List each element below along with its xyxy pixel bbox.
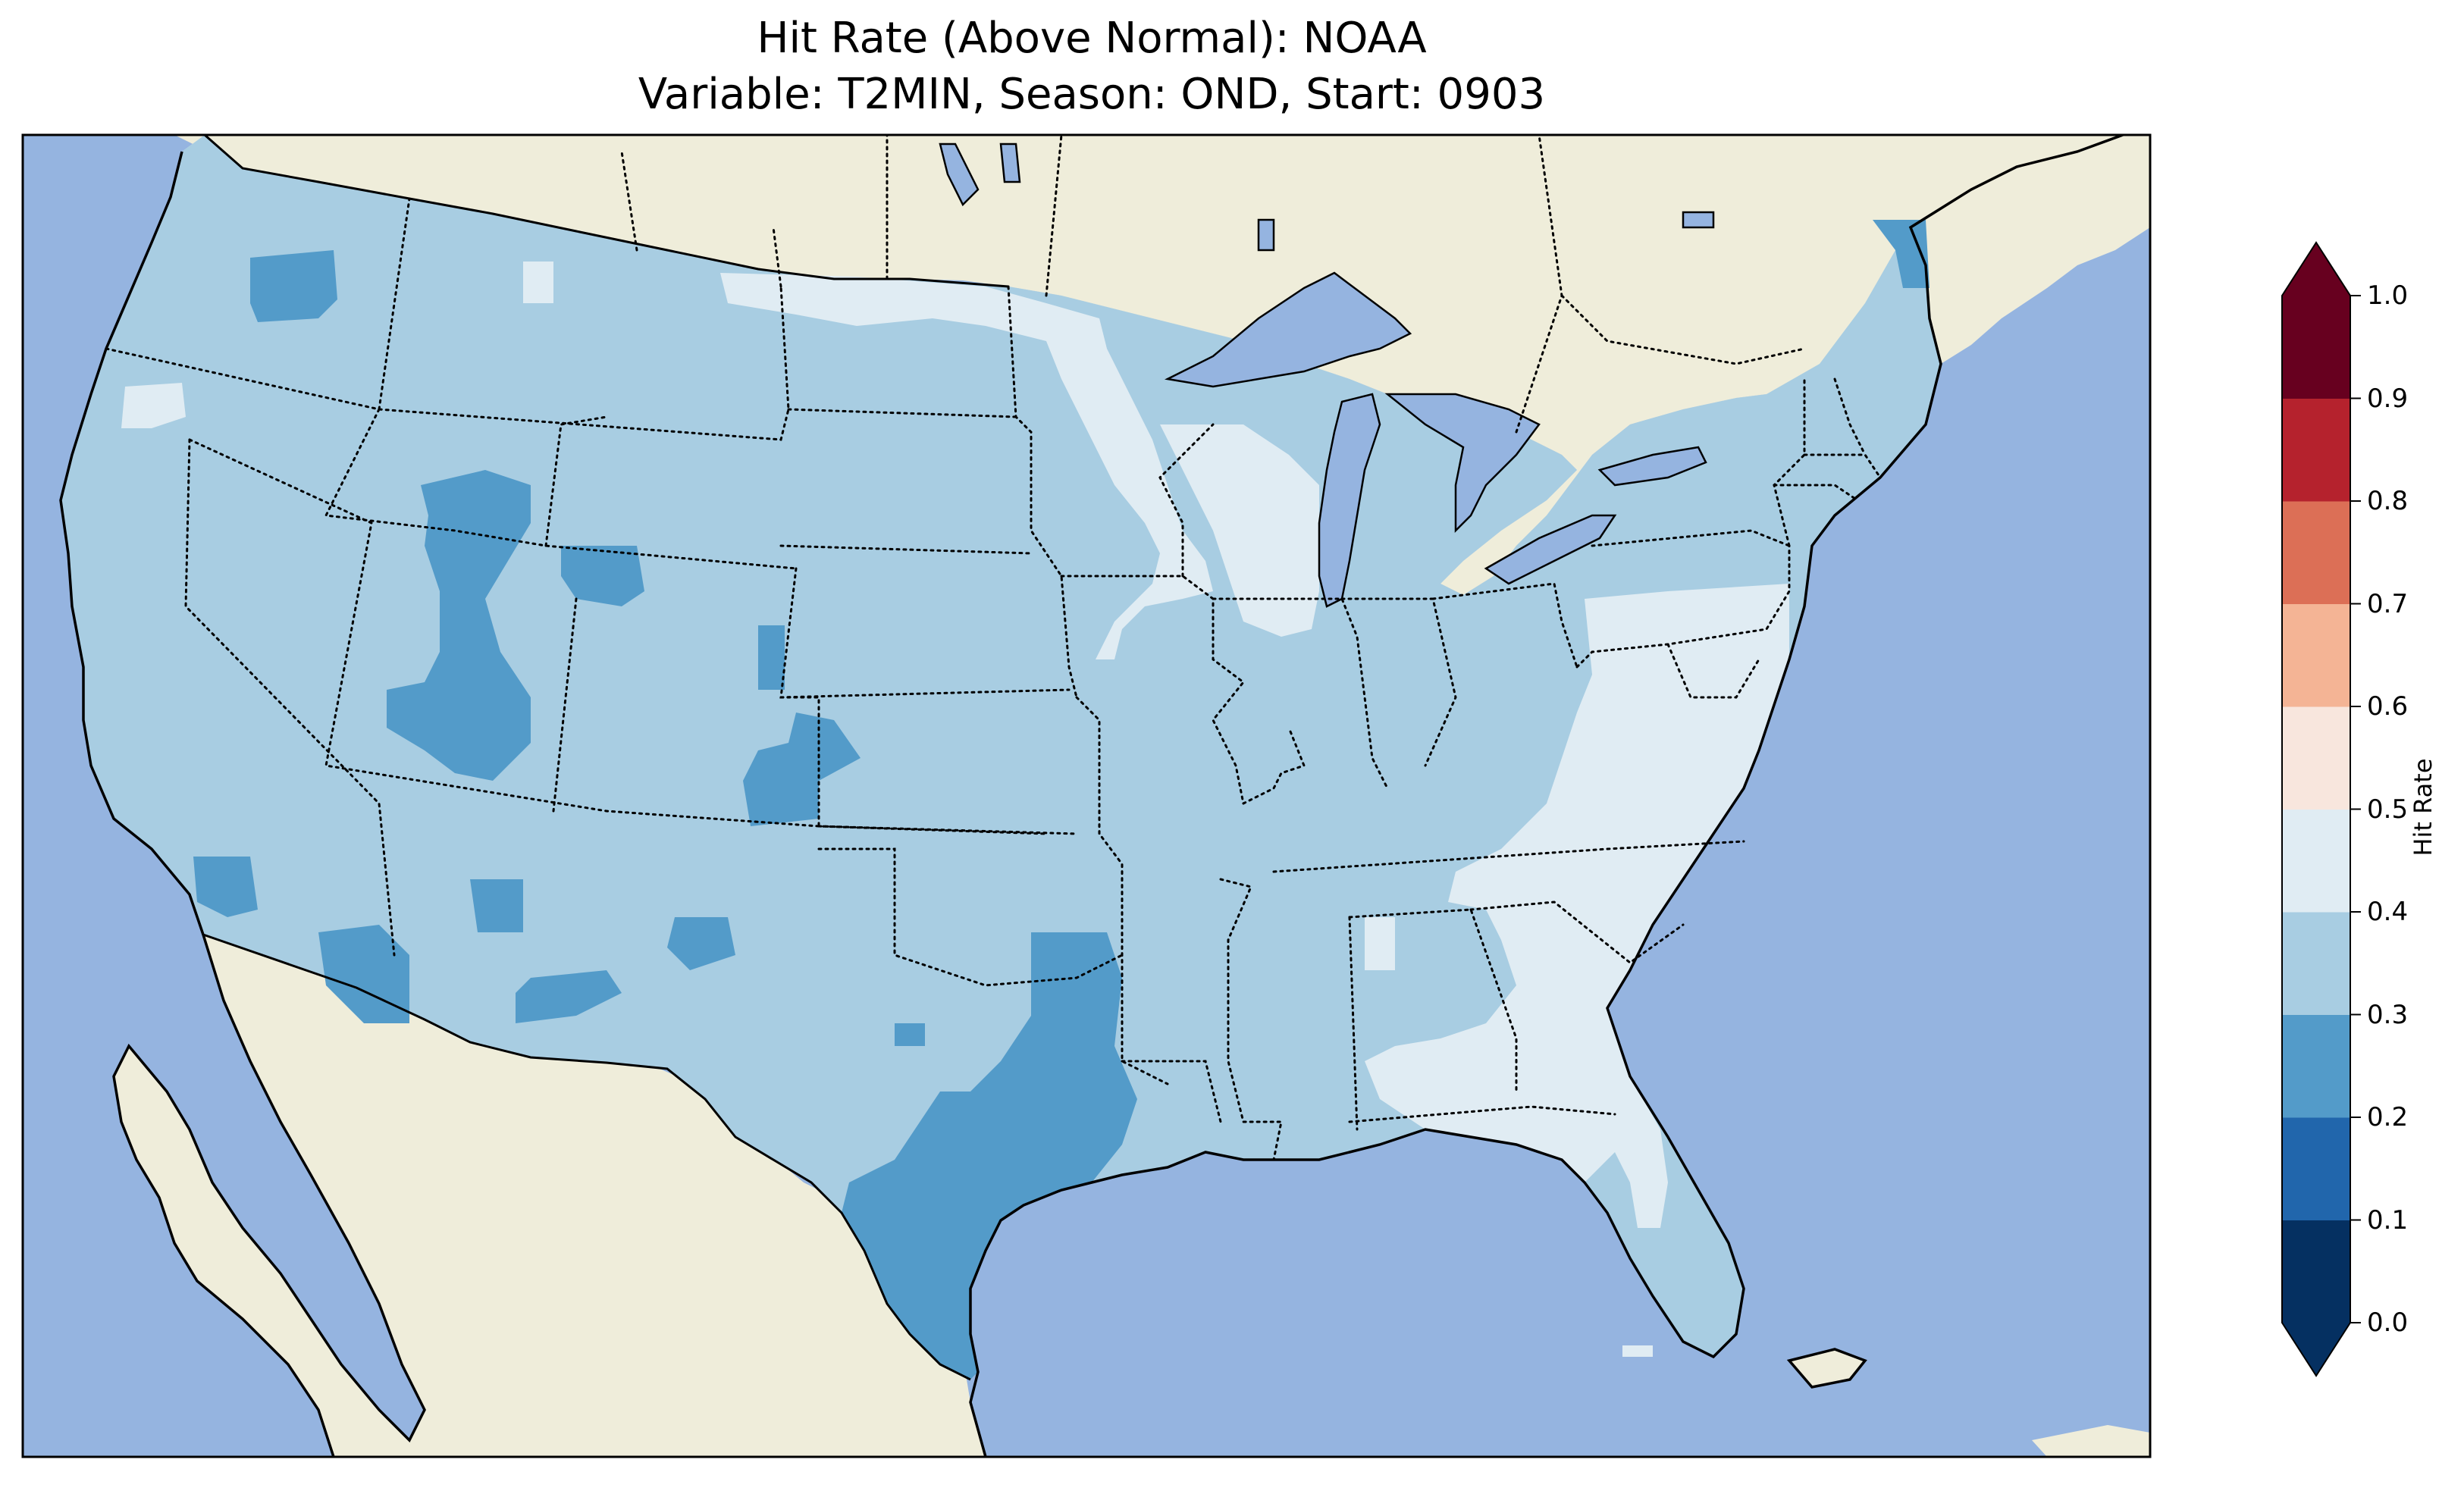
colorbar-bin <box>2282 603 2350 707</box>
colorbar-bin <box>2282 501 2350 604</box>
hit-rate-region-low <box>516 970 622 1023</box>
colorbar-extend-min <box>2282 1323 2350 1376</box>
hit-rate-region-low <box>387 470 531 781</box>
colorbar-tick-label: 0.2 <box>2367 1102 2409 1132</box>
colorbar-bin <box>2282 809 2350 913</box>
colorbar-bin <box>2282 1014 2350 1118</box>
hit-rate-region-high <box>720 273 1213 659</box>
hit-rate-region-low <box>561 546 644 606</box>
colorbar-label: Hit Rate <box>2409 758 2437 857</box>
hit-rate-region-low <box>193 857 258 917</box>
hit-rate-region-low <box>250 250 337 322</box>
hit-rate-region-low <box>895 1023 925 1046</box>
colorbar-tick-label: 0.3 <box>2367 999 2409 1030</box>
colorbar-bin <box>2282 706 2350 810</box>
lakes <box>939 143 1715 608</box>
colorbar-bin <box>2282 398 2350 502</box>
colorbar-tick-label: 0.4 <box>2367 897 2409 927</box>
colorbar-bin <box>2282 1117 2350 1220</box>
colorbar-tick-label: 0.5 <box>2367 794 2409 825</box>
hit-rate-region-low <box>318 925 409 1023</box>
hit-rate-region-low <box>667 917 735 970</box>
map-subtitle: Variable: T2MIN, Season: OND, Start: 090… <box>638 70 1546 119</box>
colorbar-extend-max <box>2282 243 2350 296</box>
colorbar-outline <box>2281 241 2351 1377</box>
colorbar-bin <box>2282 296 2350 399</box>
canada-lake <box>939 143 1715 252</box>
hit-rate-region-high <box>121 383 186 428</box>
map-frame <box>21 133 2152 1458</box>
lake-superior <box>1165 271 1412 388</box>
colorbar-bin <box>2282 1220 2350 1323</box>
hit-rate-region-low <box>743 713 861 826</box>
hit-rate-region-high <box>1365 584 1789 1228</box>
hit-rate-region-high <box>1365 917 1653 1357</box>
us-canada-border <box>204 135 1009 288</box>
colorbar-tick-label: 1.0 <box>2367 280 2409 311</box>
lake-erie <box>1484 514 1617 585</box>
colorbar-tick-label: 0.9 <box>2367 383 2409 414</box>
colorbar-tick-label: 0.7 <box>2367 588 2409 619</box>
hit-rate-region-low <box>470 879 523 932</box>
us-mexico-border <box>202 933 971 1381</box>
colorbar <box>2281 241 2361 1377</box>
colorbar-tick-label: 0.6 <box>2367 691 2409 722</box>
map-title: Hit Rate (Above Normal): NOAA <box>757 14 1427 63</box>
lake-huron <box>1384 393 1541 534</box>
colorbar-tick-label: 0.0 <box>2367 1308 2409 1338</box>
cuba-landmass <box>1789 1349 2150 1457</box>
hit-rate-region-high <box>1160 424 1319 637</box>
coastline <box>59 135 2124 1457</box>
hit-rate-region-low <box>758 625 785 690</box>
colorbar-tick-label: 0.8 <box>2367 486 2409 516</box>
state-borders <box>105 135 1882 1161</box>
hit-rate-region-low <box>842 932 1137 1380</box>
colorbar-bin <box>2282 912 2350 1015</box>
colorbar-tick-label: 0.1 <box>2367 1204 2409 1236</box>
lake-ontario <box>1597 446 1707 487</box>
mexico-landmass <box>114 935 986 1457</box>
hit-rate-region-high <box>523 262 553 303</box>
